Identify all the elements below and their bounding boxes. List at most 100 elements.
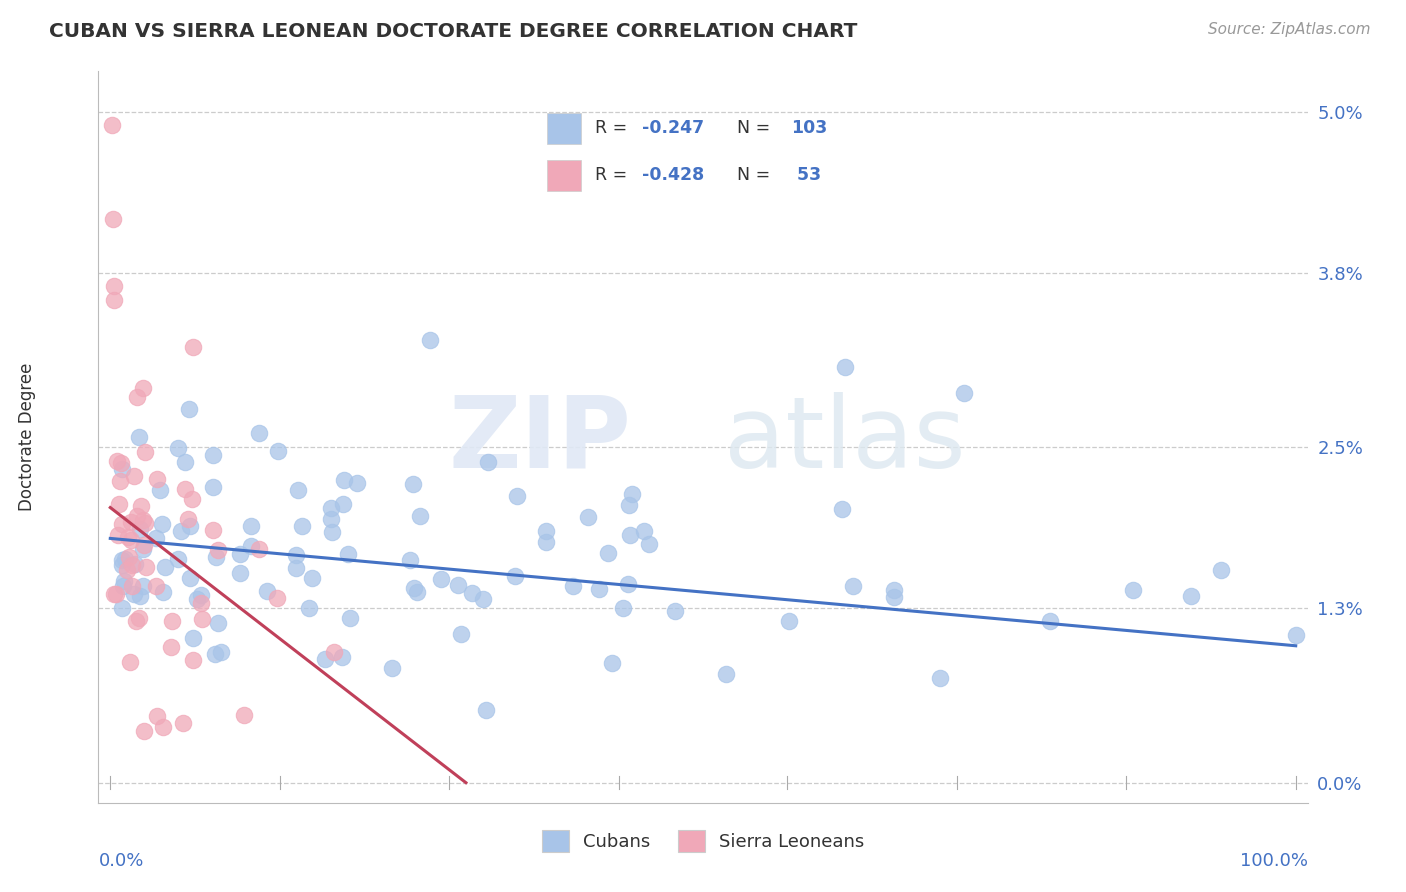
Point	[132, 724, 155, 739]
Point	[298, 600, 321, 615]
Y-axis label: Doctorate Degree: Doctorate Degree	[18, 363, 37, 511]
Point	[323, 645, 346, 659]
Point	[562, 579, 585, 593]
Point	[101, 118, 124, 132]
Point	[321, 524, 343, 539]
Point	[108, 474, 131, 488]
Point	[284, 561, 307, 575]
Text: ZIP: ZIP	[449, 392, 631, 489]
Point	[402, 477, 425, 491]
Point	[177, 511, 200, 525]
Point	[291, 519, 314, 533]
Point	[229, 566, 252, 580]
Point	[404, 581, 426, 595]
Point	[202, 480, 225, 494]
Point	[118, 549, 141, 564]
Point	[475, 703, 498, 717]
Point	[207, 542, 229, 557]
Point	[883, 582, 905, 597]
Point	[111, 601, 134, 615]
Point	[111, 579, 134, 593]
Point	[207, 615, 229, 630]
Point	[115, 562, 138, 576]
Point	[111, 516, 134, 531]
Point	[239, 539, 262, 553]
Point	[266, 591, 288, 606]
Point	[503, 568, 526, 582]
Point	[477, 455, 499, 469]
Point	[616, 577, 638, 591]
Point	[181, 631, 204, 645]
Point	[122, 469, 145, 483]
Point	[332, 497, 354, 511]
Point	[534, 524, 557, 539]
Point	[831, 502, 853, 516]
Legend: Cubans, Sierra Leoneans: Cubans, Sierra Leoneans	[534, 823, 872, 860]
Point	[190, 588, 212, 602]
Point	[132, 513, 155, 527]
Point	[114, 552, 136, 566]
Point	[381, 661, 404, 675]
Point	[619, 498, 641, 512]
Point	[534, 534, 557, 549]
Point	[181, 652, 204, 666]
Point	[132, 541, 155, 556]
Point	[145, 531, 167, 545]
Point	[419, 333, 441, 347]
Point	[301, 571, 323, 585]
Point	[173, 482, 195, 496]
Point	[128, 611, 150, 625]
Point	[247, 541, 270, 556]
Point	[204, 549, 226, 564]
Point	[104, 587, 127, 601]
Point	[131, 579, 153, 593]
Point	[167, 551, 190, 566]
Point	[108, 497, 131, 511]
Point	[204, 647, 226, 661]
Point	[111, 461, 134, 475]
Point	[122, 587, 145, 601]
Point	[191, 612, 214, 626]
Point	[600, 656, 623, 670]
Point	[406, 584, 429, 599]
Point	[148, 483, 170, 497]
Point	[121, 579, 143, 593]
Point	[506, 489, 529, 503]
Point	[1211, 564, 1233, 578]
Point	[129, 589, 152, 603]
Point	[576, 510, 599, 524]
Point	[333, 473, 356, 487]
Point	[315, 652, 337, 666]
Point	[103, 212, 125, 227]
Point	[232, 708, 254, 723]
Point	[612, 601, 634, 615]
Point	[664, 604, 686, 618]
Point	[110, 456, 132, 470]
Point	[105, 454, 128, 468]
Point	[179, 571, 201, 585]
Point	[883, 591, 905, 605]
Point	[152, 720, 174, 734]
Point	[1180, 589, 1202, 603]
Point	[330, 649, 353, 664]
Point	[399, 553, 422, 567]
Point	[186, 592, 208, 607]
Point	[103, 587, 125, 601]
Point	[125, 615, 148, 629]
Point	[1039, 615, 1062, 629]
Point	[103, 279, 125, 293]
Point	[103, 293, 125, 307]
Point	[135, 560, 157, 574]
Point	[621, 487, 644, 501]
Text: Source: ZipAtlas.com: Source: ZipAtlas.com	[1208, 22, 1371, 37]
Point	[619, 527, 641, 541]
Point	[346, 475, 368, 490]
Point	[120, 516, 142, 530]
Point	[132, 538, 155, 552]
Point	[170, 524, 193, 539]
Point	[118, 655, 141, 669]
Point	[152, 584, 174, 599]
Point	[177, 402, 200, 417]
Point	[472, 591, 495, 606]
Point	[128, 429, 150, 443]
